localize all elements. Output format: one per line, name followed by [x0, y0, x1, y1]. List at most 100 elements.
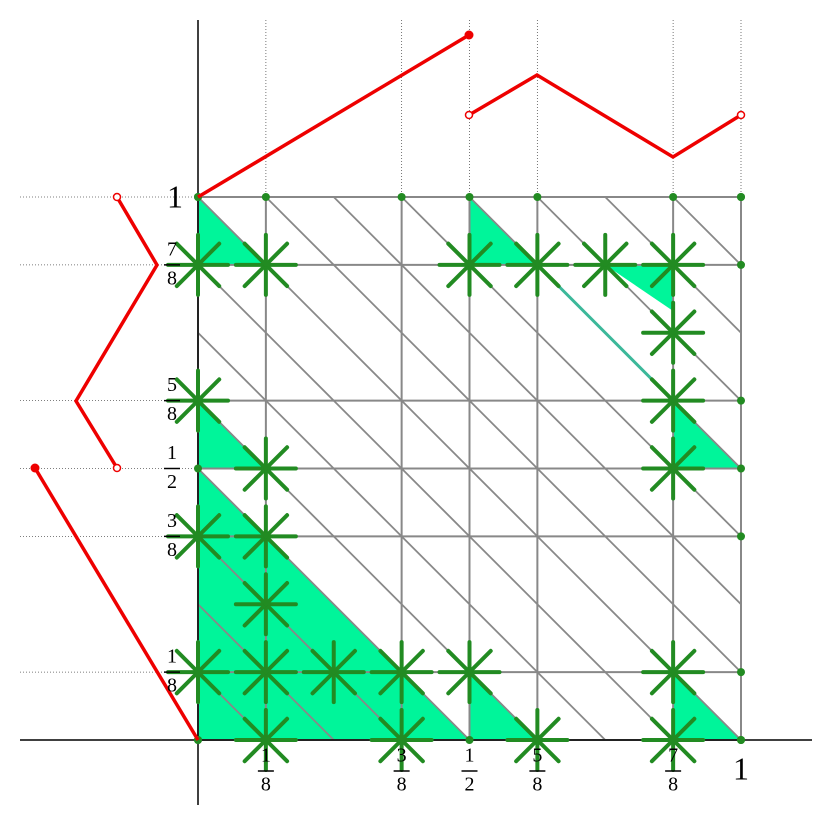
arrow: [174, 377, 200, 403]
arrow: [263, 602, 290, 628]
arrow: [649, 262, 676, 289]
label-denominator: 8: [167, 675, 177, 697]
graph: [33, 467, 200, 741]
label-numerator: 1: [167, 646, 177, 668]
arrow: [263, 534, 290, 560]
arrow: [378, 738, 404, 764]
arrow: [446, 241, 472, 267]
label-denominator: 8: [167, 403, 177, 425]
vertex: [669, 736, 678, 744]
diagonal: [265, 196, 742, 673]
arrow: [242, 241, 268, 267]
label-numerator: 7: [167, 238, 177, 260]
vertex: [737, 736, 745, 744]
axis-label: 1: [167, 178, 183, 214]
arrow: [196, 398, 222, 424]
arrow: [671, 716, 697, 742]
label-numerator: 1: [261, 745, 271, 767]
vertex: [194, 668, 202, 677]
arrow: [263, 262, 290, 289]
arrow: [671, 670, 697, 696]
arrow: [242, 670, 268, 696]
arrow: [671, 241, 697, 267]
label-numerator: 1: [167, 442, 177, 464]
arrow: [242, 581, 268, 607]
label-denominator: 2: [465, 774, 475, 796]
arrow: [174, 262, 200, 289]
arrow: [174, 241, 200, 267]
endpoint: [464, 30, 474, 40]
arrow: [671, 398, 697, 424]
graph: [468, 72, 742, 160]
arrow: [196, 534, 222, 560]
vertex: [737, 668, 745, 677]
arrow: [310, 670, 336, 696]
arrow: [649, 330, 676, 356]
arrow: [378, 716, 404, 742]
arrow: [649, 648, 676, 675]
arrow: [242, 466, 268, 492]
label-numerator: 3: [397, 745, 407, 767]
arrow: [263, 581, 290, 607]
vertex: [737, 260, 745, 269]
arrow: [603, 241, 629, 267]
arrow: [174, 513, 200, 539]
arrow: [582, 262, 608, 289]
arrow: [649, 716, 676, 742]
arrow: [649, 738, 676, 764]
arrow: [671, 445, 697, 471]
arrow: [671, 377, 697, 403]
vertex: [194, 464, 202, 473]
label-numerator: 7: [668, 745, 678, 767]
arrow: [514, 738, 540, 764]
arrow: [446, 262, 472, 289]
vertex: [465, 736, 474, 744]
arrow: [671, 262, 697, 289]
arrow: [263, 513, 290, 539]
arrow: [467, 262, 493, 289]
diagonal: [333, 196, 742, 605]
arrow: [331, 670, 357, 696]
vertex: [194, 260, 202, 269]
arrow: [671, 309, 697, 335]
arrow: [242, 738, 268, 764]
endpoint: [112, 463, 122, 473]
arrow: [467, 648, 493, 675]
diagonal: [536, 196, 742, 402]
arrow: [263, 670, 290, 696]
arrow: [467, 241, 493, 267]
arrow: [649, 241, 676, 267]
vertex: [465, 193, 474, 201]
arrow: [603, 262, 629, 289]
label-denominator: 2: [167, 471, 177, 493]
vertex: [737, 193, 745, 201]
arrow: [263, 648, 290, 675]
diagonal: [197, 264, 674, 741]
arrow: [196, 513, 222, 539]
arrow: [399, 670, 425, 696]
arrow: [671, 466, 697, 492]
diagonal: [672, 196, 742, 266]
graph: [197, 33, 470, 199]
arrow: [263, 445, 290, 471]
arrow: [649, 309, 676, 335]
arrow: [671, 738, 697, 764]
label-denominator: 8: [668, 774, 678, 796]
arrow: [242, 262, 268, 289]
vertex: [533, 736, 542, 744]
arrow: [446, 648, 472, 675]
arrow: [242, 534, 268, 560]
arrow: [535, 716, 561, 742]
arrow: [649, 377, 676, 403]
arrow: [399, 716, 425, 742]
label-numerator: 3: [167, 510, 177, 532]
arrow: [535, 738, 561, 764]
arrow: [263, 716, 290, 742]
label-numerator: 5: [532, 745, 542, 767]
arrow: [649, 398, 676, 424]
arrow: [671, 330, 697, 356]
arrow: [671, 648, 697, 675]
arrow: [263, 738, 290, 764]
arrow: [514, 241, 540, 267]
vertex: [533, 193, 542, 201]
